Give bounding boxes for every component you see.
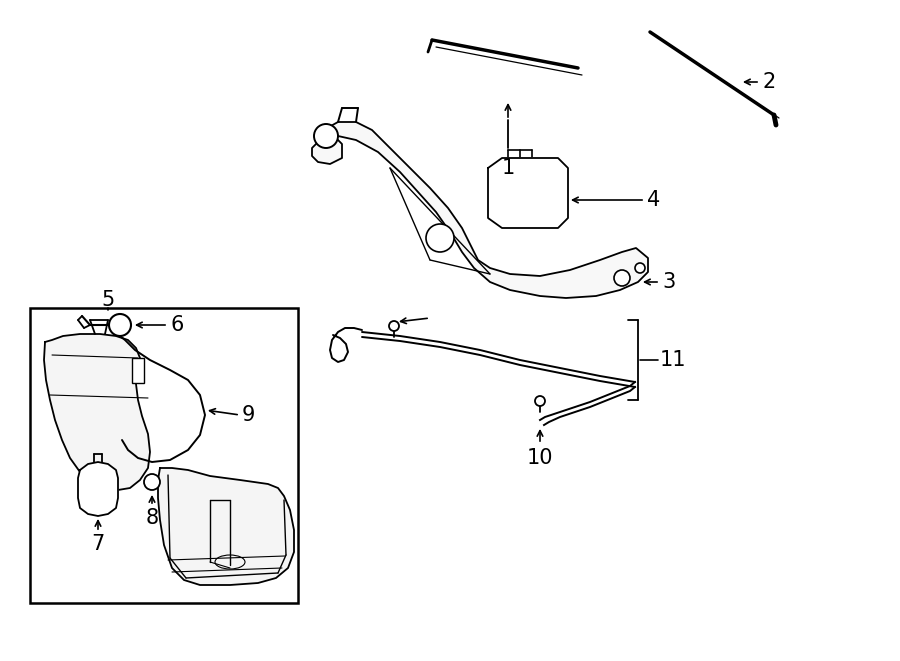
- Text: 7: 7: [92, 534, 104, 554]
- Polygon shape: [312, 122, 648, 298]
- Bar: [30, 308, 298, 603]
- Circle shape: [389, 321, 399, 331]
- Text: 6: 6: [170, 315, 184, 335]
- Text: 11: 11: [660, 350, 687, 370]
- Text: 1: 1: [501, 158, 515, 178]
- Text: 9: 9: [242, 405, 256, 425]
- Circle shape: [109, 314, 131, 336]
- Text: 4: 4: [647, 190, 661, 210]
- Circle shape: [535, 396, 545, 406]
- Text: 2: 2: [762, 72, 775, 92]
- Circle shape: [314, 124, 338, 148]
- Circle shape: [635, 263, 645, 273]
- Polygon shape: [158, 468, 294, 585]
- Polygon shape: [44, 334, 150, 490]
- Text: 10: 10: [526, 448, 554, 468]
- Text: 8: 8: [146, 508, 158, 528]
- Polygon shape: [78, 462, 118, 516]
- Circle shape: [614, 270, 630, 286]
- Bar: [132, 358, 144, 383]
- Text: 5: 5: [102, 290, 114, 310]
- Circle shape: [426, 224, 454, 252]
- Text: 3: 3: [662, 272, 675, 292]
- Circle shape: [144, 474, 160, 490]
- Polygon shape: [488, 158, 568, 228]
